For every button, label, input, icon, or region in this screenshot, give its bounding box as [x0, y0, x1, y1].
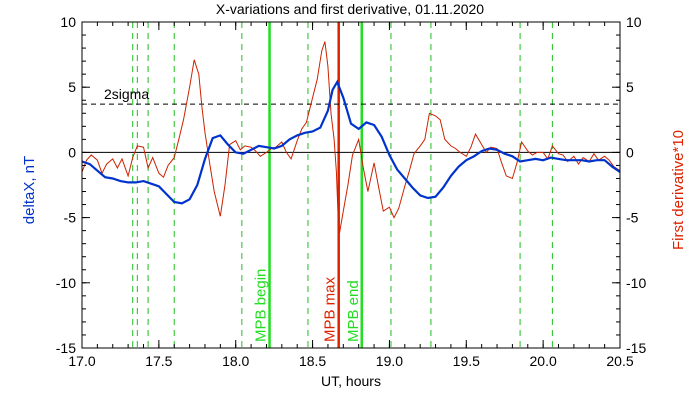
event-lines: [268, 22, 364, 348]
x-axis-label: UT, hours: [321, 373, 381, 389]
x-tick-label-2: 18.0: [222, 353, 249, 369]
y-axis-label-right: First derivative*10: [670, 130, 687, 250]
y2-tick-label-5: 10: [626, 14, 642, 30]
x-tick-label-5: 19.5: [453, 353, 480, 369]
y2-tick-label-1: -10: [626, 275, 646, 291]
y-tick-label-5: 10: [60, 14, 76, 30]
y2-tick-label-0: -15: [626, 340, 646, 356]
series-line-derivative: [81, 41, 621, 234]
y-tick-label-1: -10: [56, 275, 76, 291]
event-label-mpb-max: MPB max: [322, 276, 339, 342]
sigma-label: 2sigma: [104, 86, 149, 102]
y-tick-label-3: 0: [68, 144, 76, 160]
x-tick-label-6: 20.0: [530, 353, 557, 369]
x-tick-label-4: 19.0: [376, 353, 403, 369]
y-tick-label-2: -5: [64, 210, 77, 226]
x-tick-label-1: 17.5: [145, 353, 172, 369]
y-tick-label-4: 5: [68, 79, 76, 95]
x-tick-label-0: 17.0: [68, 353, 95, 369]
x-tick-label-7: 20.5: [606, 353, 633, 369]
event-labels: MPB begin MPB max MPB end: [253, 269, 362, 342]
series-line-deltax: [81, 79, 621, 205]
event-label-mpb-begin: MPB begin: [253, 269, 270, 342]
y-axis-left: -15 -10 -5 0 5 10: [56, 14, 90, 356]
chart-title: X-variations and first derivative, 01.11…: [216, 1, 484, 17]
plot-frame: [81, 21, 621, 349]
y2-tick-label-2: -5: [626, 210, 639, 226]
y2-tick-label-4: 5: [626, 79, 634, 95]
x-axis: 17.0 17.5 18.0 18.5 19.0 19.5 20.0 20.5: [68, 22, 634, 369]
y-axis-label-left: deltaX, nT: [21, 156, 38, 224]
y2-tick-label-3: 0: [626, 144, 634, 160]
y-tick-label-0: -15: [56, 340, 76, 356]
y-axis-right: -15 -10 -5 0 5 10: [612, 14, 646, 356]
event-label-mpb-end: MPB end: [345, 280, 362, 342]
x-tick-label-3: 18.5: [299, 353, 326, 369]
